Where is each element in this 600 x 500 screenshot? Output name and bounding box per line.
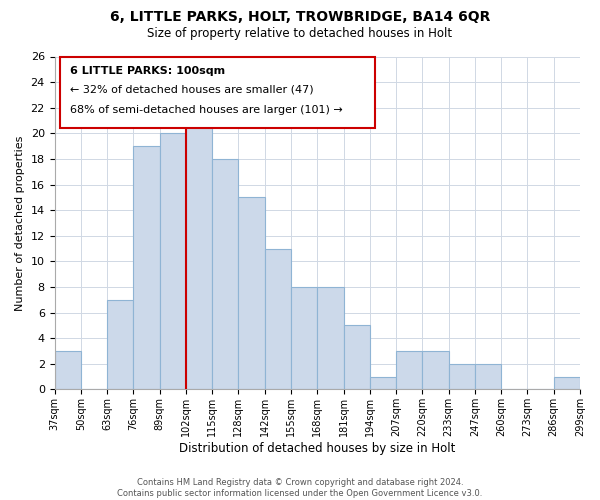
Bar	[422, 351, 449, 390]
Bar	[449, 364, 475, 390]
Text: Contains HM Land Registry data © Crown copyright and database right 2024.
Contai: Contains HM Land Registry data © Crown c…	[118, 478, 482, 498]
Bar	[107, 300, 133, 390]
Text: Size of property relative to detached houses in Holt: Size of property relative to detached ho…	[148, 28, 452, 40]
Bar	[133, 146, 160, 390]
FancyBboxPatch shape	[60, 56, 375, 128]
X-axis label: Distribution of detached houses by size in Holt: Distribution of detached houses by size …	[179, 442, 455, 455]
Bar	[344, 326, 370, 390]
Bar	[55, 351, 81, 390]
Y-axis label: Number of detached properties: Number of detached properties	[15, 136, 25, 310]
Bar	[370, 376, 396, 390]
Bar	[212, 159, 238, 390]
Text: 6, LITTLE PARKS, HOLT, TROWBRIDGE, BA14 6QR: 6, LITTLE PARKS, HOLT, TROWBRIDGE, BA14 …	[110, 10, 490, 24]
Bar	[160, 134, 186, 390]
Bar	[317, 287, 344, 390]
Text: 6 LITTLE PARKS: 100sqm: 6 LITTLE PARKS: 100sqm	[70, 66, 226, 76]
Bar	[396, 351, 422, 390]
Text: 68% of semi-detached houses are larger (101) →: 68% of semi-detached houses are larger (…	[70, 105, 343, 115]
Bar	[475, 364, 501, 390]
Text: ← 32% of detached houses are smaller (47): ← 32% of detached houses are smaller (47…	[70, 85, 314, 95]
Bar	[554, 376, 580, 390]
Bar	[265, 248, 291, 390]
Bar	[291, 287, 317, 390]
Bar	[238, 198, 265, 390]
Bar	[186, 108, 212, 390]
